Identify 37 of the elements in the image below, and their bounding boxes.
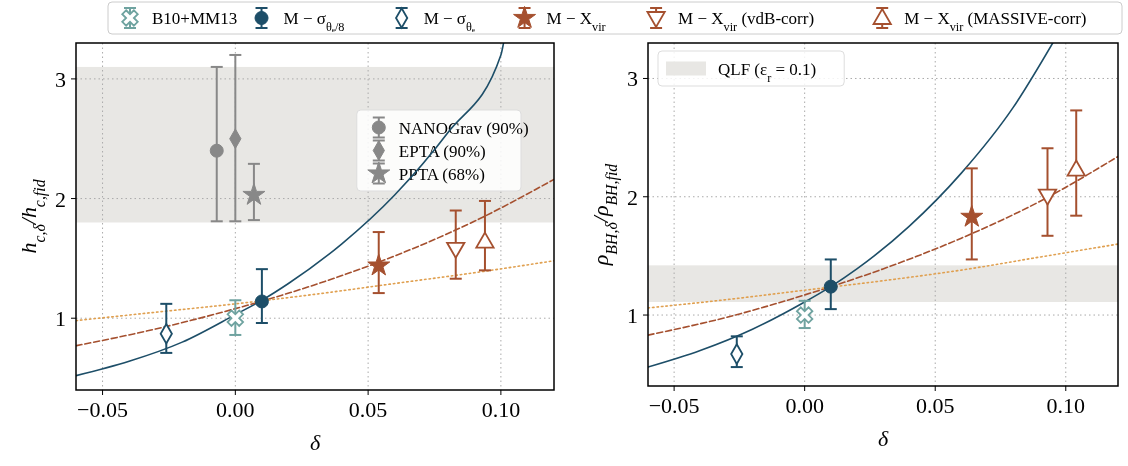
point bbox=[367, 253, 391, 276]
x-tick-label: 0.05 bbox=[348, 397, 388, 422]
point bbox=[254, 294, 269, 309]
y-tick-label: 2 bbox=[55, 186, 66, 212]
line-series bbox=[648, 43, 1054, 368]
x-tick-label: −0.05 bbox=[648, 393, 700, 418]
x-tick-label: 0.05 bbox=[915, 393, 955, 418]
y-tick-label: 1 bbox=[627, 303, 638, 329]
line-series bbox=[76, 259, 554, 322]
legend-label: M − σ$_{θₑ/8}$ bbox=[283, 9, 345, 34]
legend-label: QLF (ε$_{r}$ = 0.1) bbox=[718, 59, 817, 85]
legend-label: M − X$_{vir}$ (MASSIVE-corr) bbox=[904, 9, 1087, 34]
legend-label: M − σ$_{θₑ}$ bbox=[423, 9, 476, 34]
x-tick-label: 0.00 bbox=[216, 397, 255, 422]
x-axis-title: δ bbox=[877, 426, 889, 451]
point bbox=[960, 204, 984, 227]
y-tick-label: 3 bbox=[627, 66, 638, 92]
point bbox=[446, 241, 466, 259]
x-tick-label: −0.05 bbox=[77, 397, 129, 422]
point bbox=[796, 306, 814, 324]
legend-label: M − X$_{vir}$ (vdB-corr) bbox=[678, 9, 815, 34]
x-axis-title: δ bbox=[309, 430, 321, 455]
line-series bbox=[648, 243, 1118, 309]
legend-label: B10+MM13 bbox=[152, 9, 238, 28]
y-tick-label: 3 bbox=[55, 66, 66, 92]
point bbox=[475, 231, 495, 249]
y-tick-label: 1 bbox=[55, 306, 66, 332]
x-tick-label: 0.00 bbox=[785, 393, 824, 418]
x-tick-label: 0.10 bbox=[481, 397, 521, 422]
x-tick-label: 0.10 bbox=[1046, 393, 1086, 418]
y-tick-label: 2 bbox=[627, 184, 638, 210]
legend-label: M − X$_{vir}$ bbox=[546, 9, 606, 34]
point bbox=[209, 143, 224, 158]
point bbox=[823, 279, 838, 294]
point bbox=[1066, 159, 1086, 177]
point bbox=[242, 182, 266, 205]
point bbox=[226, 309, 244, 327]
